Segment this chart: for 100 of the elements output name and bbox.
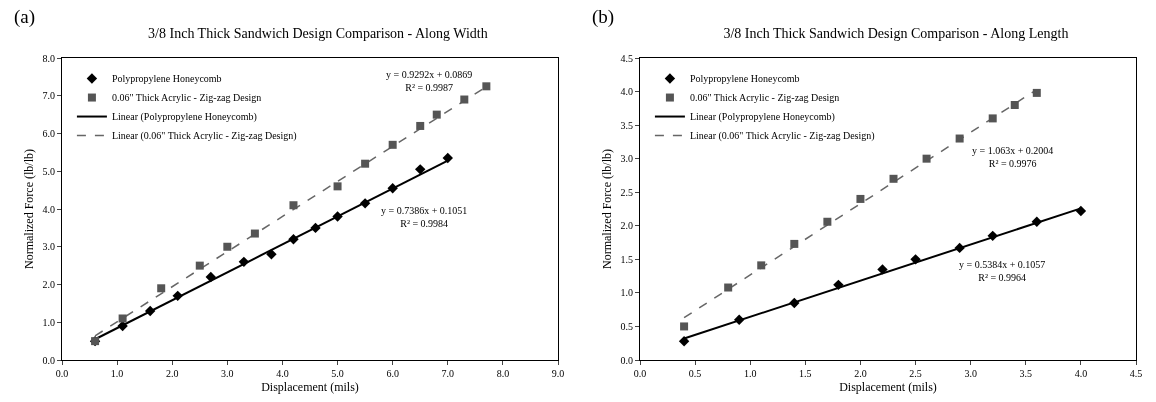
x-tick-label: 7.0 — [441, 368, 455, 379]
legend-label: 0.06" Thick Acrylic - Zig-zag Design — [689, 92, 840, 104]
point — [266, 249, 277, 260]
annotation: y = 0.9292x + 0.0869 R² = 0.9987 — [386, 69, 473, 93]
y-tick-label: 8.0 — [42, 52, 55, 64]
point — [388, 140, 397, 149]
point — [288, 234, 299, 245]
y-tick-label: 4.5 — [620, 52, 633, 64]
point — [734, 314, 745, 325]
x-tick-label: 2.0 — [165, 368, 179, 379]
y-tick-label: 4.0 — [42, 203, 55, 215]
chart-title: 3/8 Inch Thick Sandwich Design Comparison - Along Length — [723, 25, 1069, 41]
annotation: y = 0.7386x + 0.1051 R² = 0.9984 — [381, 205, 468, 229]
legend-label: Linear (0.06" Thick Acrylic - Zig-zag Design) — [111, 130, 297, 143]
point — [678, 336, 690, 347]
point — [987, 230, 998, 242]
y-tick-label: 2.0 — [620, 220, 633, 232]
x-tick-label: 1.0 — [110, 368, 124, 379]
y-tick-label: 7.0 — [42, 90, 55, 102]
y-tick-label: 5.0 — [42, 165, 55, 177]
x-tick-label: 1.0 — [743, 368, 757, 379]
x-tick-label: 4.0 — [1074, 368, 1088, 379]
point — [955, 134, 964, 143]
y-tick-label: 0.5 — [620, 320, 633, 332]
point — [910, 254, 921, 265]
point — [1075, 205, 1087, 217]
point — [482, 82, 491, 91]
annotation: y = 1.063x + 0.2004 R² = 0.9976 — [972, 145, 1054, 169]
point — [833, 279, 844, 291]
point — [118, 314, 127, 323]
point — [289, 201, 298, 210]
y-axis-title: Normalized Force (lb/lb) — [599, 149, 614, 269]
point — [954, 242, 965, 254]
annotation: y = 0.5384x + 0.1057 R² = 0.9964 — [959, 259, 1046, 283]
y-tick-label: 2.0 — [42, 279, 55, 290]
legend-label: Polypropylene Honeycomb — [689, 73, 800, 85]
point — [415, 164, 426, 175]
point — [144, 305, 156, 317]
y-tick-label: 0.0 — [620, 354, 633, 366]
point — [416, 121, 425, 130]
point — [223, 242, 232, 251]
x-tick-label: 4.0 — [276, 368, 289, 379]
point — [332, 211, 343, 222]
y-tick-label: 1.0 — [42, 316, 55, 328]
x-tick-label: 4.5 — [1129, 368, 1143, 379]
point — [460, 95, 469, 104]
point — [922, 154, 931, 163]
chart-title: 3/8 Inch Thick Sandwich Design Comparison - Along Width — [148, 25, 488, 41]
point — [823, 217, 832, 226]
text: (a) — [14, 6, 36, 28]
y-tick-label: 1.5 — [620, 253, 633, 265]
x-tick-label: 1.5 — [799, 368, 812, 379]
point — [1010, 100, 1019, 109]
x-tick-label: 6.0 — [386, 368, 399, 379]
point — [238, 256, 250, 268]
legend-label: Linear (0.06" Thick Acrylic - Zig-zag Design) — [689, 130, 875, 143]
y-tick-label: 1.0 — [620, 287, 633, 299]
x-tick-label: 3.0 — [221, 368, 234, 379]
x-tick-label: 2.0 — [854, 368, 867, 379]
point — [889, 174, 898, 183]
legend-label: Linear (Polypropylene Honeycomb) — [689, 111, 835, 124]
point — [724, 283, 733, 292]
x-axis-title: Displacement (mils) — [839, 379, 937, 394]
x-tick-label: 0.5 — [688, 368, 702, 379]
point — [432, 110, 441, 119]
text: (b) — [592, 6, 615, 28]
point — [877, 264, 888, 275]
point — [1031, 216, 1042, 227]
y-tick-label: 3.0 — [620, 153, 633, 165]
point — [157, 284, 166, 293]
point — [195, 261, 204, 270]
y-tick-label: 0.0 — [42, 354, 55, 366]
point — [310, 222, 321, 234]
point — [442, 152, 453, 164]
x-tick-label: 0.0 — [633, 368, 647, 379]
x-tick-label: 3.5 — [1019, 368, 1033, 379]
point — [757, 261, 766, 270]
x-tick-label: 3.0 — [964, 368, 977, 379]
point — [1032, 88, 1041, 97]
point — [790, 239, 799, 248]
point — [789, 297, 800, 309]
y-tick-label: 3.5 — [620, 119, 633, 131]
point — [359, 198, 371, 209]
y-tick-label: 4.0 — [620, 86, 633, 98]
point — [172, 290, 183, 302]
legend-label: Polypropylene Honeycomb — [111, 73, 222, 85]
x-tick-label: 5.0 — [331, 368, 344, 379]
x-tick-label: 9.0 — [551, 368, 565, 379]
x-tick-label: 8.0 — [496, 368, 510, 379]
point — [361, 159, 370, 168]
y-axis-title: Normalized Force (lb/lb) — [21, 149, 36, 269]
point — [205, 271, 216, 283]
point — [250, 229, 259, 238]
point — [988, 114, 997, 123]
point — [333, 182, 342, 191]
x-tick-label: 2.5 — [909, 368, 922, 379]
x-tick-label: 0.0 — [55, 368, 69, 379]
legend-label: Linear (Polypropylene Honeycomb) — [111, 111, 257, 124]
point — [680, 322, 689, 331]
y-tick-label: 6.0 — [42, 128, 55, 139]
